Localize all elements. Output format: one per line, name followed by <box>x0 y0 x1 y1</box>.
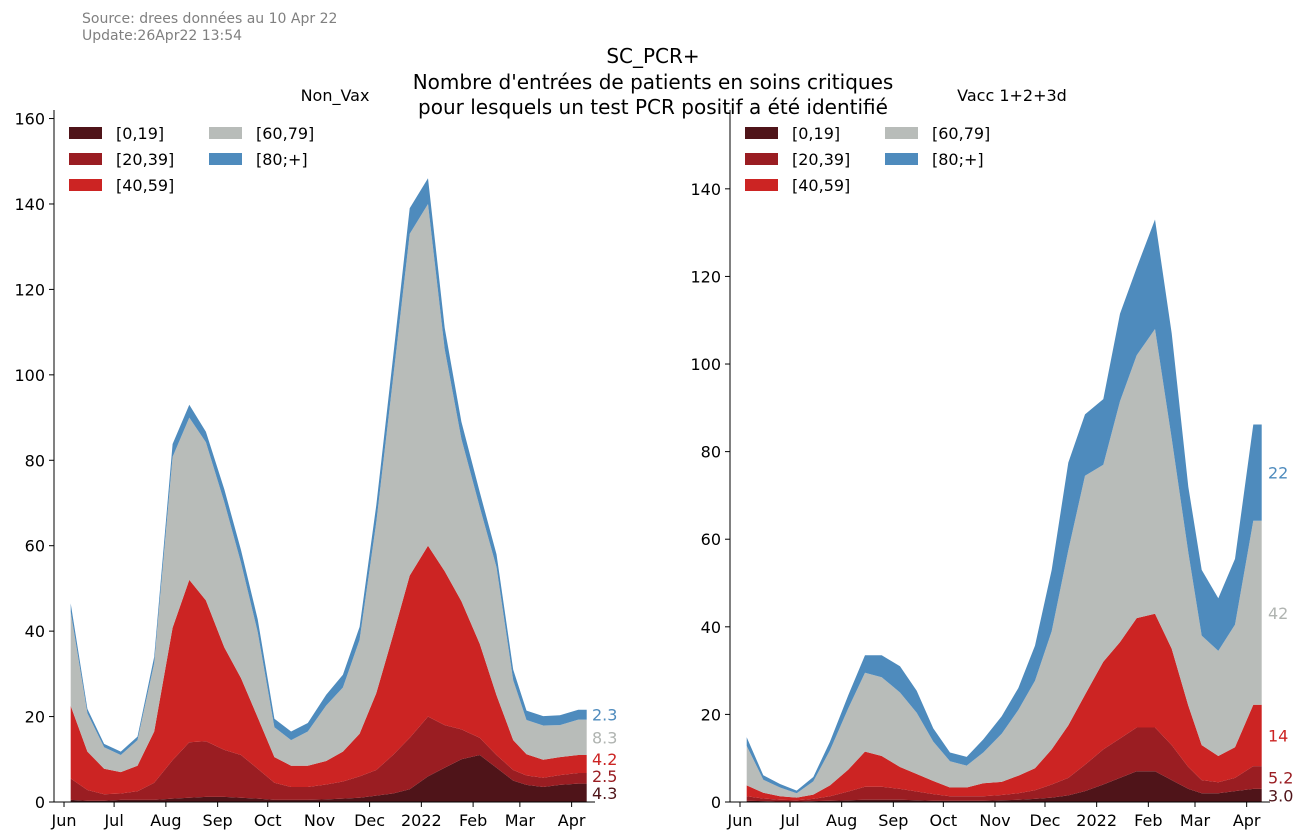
y-tick-label: 120 <box>14 280 45 299</box>
figure-title-line1: SC_PCR+ <box>606 44 699 68</box>
legend-swatch <box>745 179 778 191</box>
panel-title: Vacc 1+2+3d <box>957 86 1067 105</box>
area-series-3 <box>746 613 1262 801</box>
x-tick-label: Jul <box>103 811 123 830</box>
x-tick-label: Nov <box>304 811 335 830</box>
legend-label: [40,59] <box>116 176 174 195</box>
y-tick-label: 40 <box>25 622 45 641</box>
y-tick-label: 120 <box>690 267 721 286</box>
area-series-4 <box>70 204 587 773</box>
panel-1: 0 20 40 60 80 100 120 140 160 Jun Jul Aug Sep Oct Nov D… <box>14 86 617 830</box>
x-tick-label: Feb <box>1134 811 1162 830</box>
area-series-3 <box>70 545 587 795</box>
legend-swatch <box>69 179 102 191</box>
y-tick-label: 100 <box>14 366 45 385</box>
legend-swatch <box>209 127 242 139</box>
legend-swatch <box>745 153 778 165</box>
x-tick-label: 2022 <box>401 811 442 830</box>
legend-label: [60,79] <box>256 124 314 143</box>
x-tick-label: Feb <box>459 811 487 830</box>
panel-title: Non_Vax <box>301 86 370 106</box>
legend-label: [0,19] <box>116 124 164 143</box>
area-series-1 <box>70 755 587 802</box>
legend-label: [0,19] <box>792 124 840 143</box>
legend-label: [80;+] <box>932 150 984 169</box>
end-label: 2.5 <box>592 767 617 786</box>
x-tick-label: Mar <box>1180 811 1211 830</box>
x-tick-label: Apr <box>1233 811 1261 830</box>
y-tick-label: 80 <box>701 443 721 462</box>
end-label: 42 <box>1268 604 1288 623</box>
x-tick-label: 2022 <box>1076 811 1117 830</box>
x-tick-label: Dec <box>354 811 385 830</box>
y-tick-label: 100 <box>690 355 721 374</box>
y-tick-label: 80 <box>25 451 45 470</box>
x-tick-label: Aug <box>150 811 181 830</box>
legend-swatch <box>885 153 918 165</box>
x-tick-label: Dec <box>1030 811 1061 830</box>
legend-swatch <box>745 127 778 139</box>
legend-swatch <box>885 127 918 139</box>
legend-swatch <box>209 153 242 165</box>
legend-label: [40,59] <box>792 176 850 195</box>
source-text: Source: drees données au 10 Apr 22 <box>82 11 337 27</box>
legend-swatch <box>69 153 102 165</box>
figure-title-line2: Nombre d'entrées de patients en soins cr… <box>413 70 894 94</box>
panel-2: 0 20 40 60 80 100 120 140 Jun Jul Aug Sep Oct Nov Dec 2… <box>690 86 1293 830</box>
x-tick-label: Sep <box>203 811 233 830</box>
y-tick-label: 140 <box>690 180 721 199</box>
legend-label: [80;+] <box>256 150 308 169</box>
update-text: Update:26Apr22 13:54 <box>82 28 242 44</box>
y-tick-label: 160 <box>14 110 45 129</box>
x-tick-label: Jun <box>51 811 77 830</box>
x-tick-label: Aug <box>826 811 857 830</box>
end-label: 8.3 <box>592 728 617 747</box>
x-tick-label: Jun <box>727 811 753 830</box>
y-tick-label: 0 <box>35 793 45 812</box>
x-tick-label: Sep <box>878 811 908 830</box>
area-series-2 <box>70 716 587 801</box>
end-label: 14 <box>1268 726 1288 745</box>
area-series-1 <box>746 771 1262 802</box>
end-label: 2.3 <box>592 706 617 725</box>
legend-label: [20,39] <box>792 150 850 169</box>
x-tick-label: Apr <box>558 811 586 830</box>
x-tick-label: Oct <box>254 811 282 830</box>
figure-title-line3: pour lesquels un test PCR positif a été … <box>418 95 888 119</box>
legend-label: [20,39] <box>116 150 174 169</box>
end-label: 5.2 <box>1268 769 1293 788</box>
area-series-5 <box>746 219 1262 794</box>
x-tick-label: Nov <box>979 811 1010 830</box>
y-tick-label: 40 <box>701 618 721 637</box>
x-tick-label: Oct <box>929 811 957 830</box>
end-label: 3.0 <box>1268 786 1293 805</box>
y-tick-label: 0 <box>711 793 721 812</box>
legend-swatch <box>69 127 102 139</box>
legend-label: [60,79] <box>932 124 990 143</box>
y-tick-label: 140 <box>14 195 45 214</box>
area-series-2 <box>746 727 1262 802</box>
y-tick-label: 20 <box>25 708 45 727</box>
end-label: 4.2 <box>592 750 617 769</box>
y-tick-label: 20 <box>701 705 721 724</box>
area-series-4 <box>746 329 1262 798</box>
x-tick-label: Mar <box>505 811 536 830</box>
y-tick-label: 60 <box>701 530 721 549</box>
y-tick-label: 60 <box>25 537 45 556</box>
end-label: 4.3 <box>592 784 617 803</box>
end-label: 22 <box>1268 464 1288 483</box>
x-tick-label: Jul <box>779 811 799 830</box>
